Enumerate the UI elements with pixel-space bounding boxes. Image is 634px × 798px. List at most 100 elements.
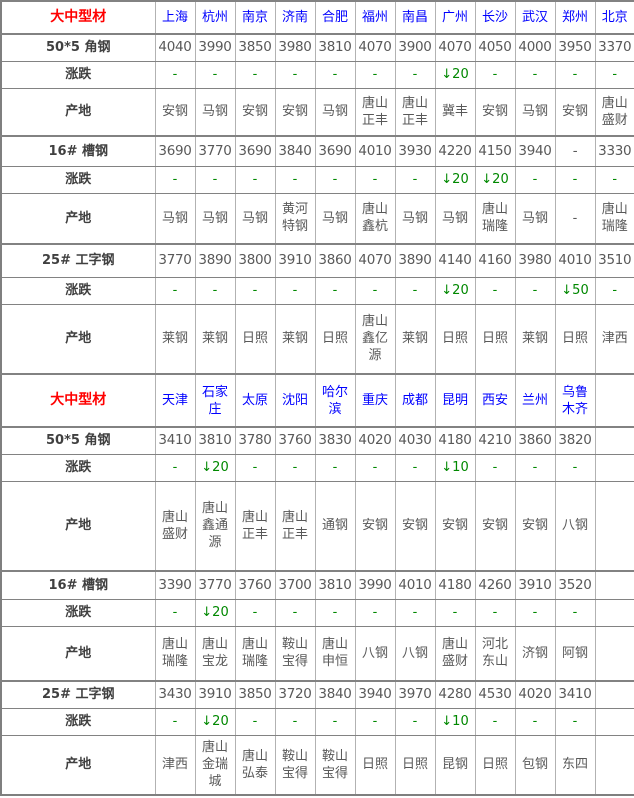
price-cell: 4220	[434, 135, 476, 167]
price-cell: 4070	[354, 243, 396, 278]
change-cell: -	[154, 165, 196, 194]
origin-cell: 津西	[594, 303, 634, 375]
origin-cell: 河北东山	[474, 625, 516, 682]
change-cell: -	[194, 276, 236, 305]
origin-cell: 唐山鑫通源	[194, 480, 236, 572]
change-cell: -	[434, 598, 476, 627]
change-row: 涨跌 - - - - - - - ↓20 ↓20- - -	[0, 165, 634, 194]
origin-row: 产地 唐山瑞隆 唐山宝龙 唐山瑞隆 鞍山宝得 唐山申恒 八钢 八钢 唐山盛财 河北东山 济钢 阿钢	[0, 625, 634, 682]
change-cell	[594, 598, 634, 627]
origin-cell: 昆钢	[434, 734, 476, 796]
price-cell: -	[554, 135, 596, 167]
origin-cell: 安钢	[554, 87, 596, 137]
city-header-cell: 南昌	[394, 0, 436, 35]
origin-cell	[594, 734, 634, 796]
city-header-cell: 合肥	[314, 0, 356, 35]
price-cell: 4020	[514, 680, 556, 709]
origin-cell: 唐山正丰	[274, 480, 316, 572]
change-cell: -	[274, 598, 316, 627]
origin-cell: 唐山瑞隆	[154, 625, 196, 682]
origin-cell: 马钢	[194, 192, 236, 245]
change-cell: -	[554, 60, 596, 89]
row-label: 产地	[0, 480, 156, 572]
price-cell: 3910	[194, 680, 236, 709]
change-cell: -	[314, 60, 356, 89]
change-cell: ↓10	[434, 453, 476, 482]
change-cell: -	[234, 598, 276, 627]
change-cell: -	[514, 276, 556, 305]
origin-cell	[594, 480, 634, 572]
change-cell: -	[154, 453, 196, 482]
change-cell: -	[234, 60, 276, 89]
change-cell: -	[594, 276, 634, 305]
row-label: 涨跌	[0, 453, 156, 482]
origin-cell: 八钢	[554, 480, 596, 572]
origin-cell: 阿钢	[554, 625, 596, 682]
origin-cell: 通钢	[314, 480, 356, 572]
origin-cell: 安钢	[434, 480, 476, 572]
change-cell: -	[154, 276, 196, 305]
change-cell: -	[314, 707, 356, 736]
row-label: 16# 槽钢	[0, 135, 156, 167]
change-cell: -	[394, 276, 436, 305]
price-row: 16# 槽钢 3690 3770 3690 3840 3690 4010 3930 4220 41…	[0, 135, 634, 167]
origin-cell: 安钢	[394, 480, 436, 572]
price-cell: 3980	[514, 243, 556, 278]
city-header-cell: 广州	[434, 0, 476, 35]
origin-cell: 马钢	[154, 192, 196, 245]
origin-cell: 马钢	[234, 192, 276, 245]
origin-cell: 马钢	[314, 192, 356, 245]
origin-cell: 鞍山宝得	[274, 734, 316, 796]
price-cell: 3980	[274, 33, 316, 62]
origin-cell: 唐山瑞隆	[474, 192, 516, 245]
origin-cell: 莱钢	[514, 303, 556, 375]
price-cell: 3700	[274, 570, 316, 600]
origin-cell: 东四	[554, 734, 596, 796]
row-label: 50*5 角钢	[0, 33, 156, 62]
row-label: 16# 槽钢	[0, 570, 156, 600]
price-cell: 3410	[554, 680, 596, 709]
change-cell: -	[554, 453, 596, 482]
change-cell: -	[274, 707, 316, 736]
header-row: 大中型材 天津 石家庄 太原 沈阳 哈尔滨 重庆 成都 昆明 西安 兰州 乌鲁木齐	[0, 373, 634, 428]
price-cell: 3690	[234, 135, 276, 167]
change-cell: -	[154, 60, 196, 89]
price-cell: 3810	[194, 426, 236, 455]
change-cell: ↓50	[554, 276, 596, 305]
origin-cell: 安钢	[154, 87, 196, 137]
city-header-cell: 福州	[354, 0, 396, 35]
price-cell: 3860	[314, 243, 356, 278]
price-cell: 3810	[314, 570, 356, 600]
origin-cell: 鞍山宝得	[274, 625, 316, 682]
price-cell: 4030	[394, 426, 436, 455]
city-header-cell: 天津	[154, 373, 196, 428]
price-cell: 3910	[274, 243, 316, 278]
city-header-cell: 济南	[274, 0, 316, 35]
change-cell: -	[474, 707, 516, 736]
change-cell: -	[554, 598, 596, 627]
change-cell: -	[274, 276, 316, 305]
change-cell: -	[194, 60, 236, 89]
price-cell: 4280	[434, 680, 476, 709]
price-cell: 3330	[594, 135, 634, 167]
change-cell: -	[554, 165, 596, 194]
price-cell: 4010	[394, 570, 436, 600]
price-cell: 3720	[274, 680, 316, 709]
price-cell: 3860	[514, 426, 556, 455]
price-cell: 4020	[354, 426, 396, 455]
change-cell: ↓20	[434, 165, 476, 194]
price-row: 50*5 角钢 4040 3990 3850 3980 3810 4070 3900 4070 4…	[0, 33, 634, 62]
price-cell	[594, 426, 634, 455]
price-cell: 3930	[394, 135, 436, 167]
origin-cell: 马钢	[434, 192, 476, 245]
price-cell: 3760	[234, 570, 276, 600]
origin-cell: 马钢	[514, 192, 556, 245]
price-cell: 3390	[154, 570, 196, 600]
origin-cell: 包钢	[514, 734, 556, 796]
origin-cell: 马钢	[394, 192, 436, 245]
price-cell: 4000	[514, 33, 556, 62]
change-cell: -	[274, 453, 316, 482]
origin-cell: 津西	[154, 734, 196, 796]
price-cell: 3820	[554, 426, 596, 455]
price-row: 25# 工字钢 3770 3890 3800 3910 3860 4070 3890 4140 4…	[0, 243, 634, 278]
